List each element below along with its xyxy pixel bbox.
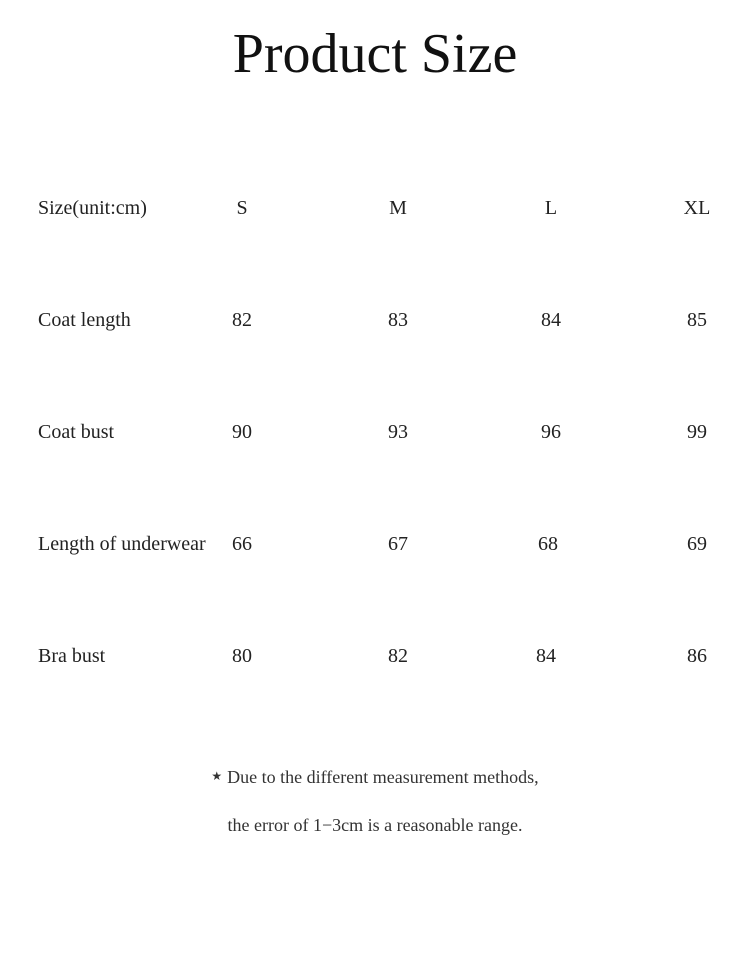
table-row: Length of underwear 66 67 68 69 bbox=[0, 529, 750, 559]
note-text-2: the error of 1−3cm is a reasonable range… bbox=[227, 815, 523, 835]
value-cell: 68 bbox=[538, 533, 558, 555]
row-label: Coat length bbox=[38, 309, 131, 331]
row-label: Bra bust bbox=[38, 645, 106, 667]
value-cell: 82 bbox=[388, 645, 408, 667]
value-cell: 85 bbox=[687, 309, 707, 331]
row-label: Length of underwear bbox=[38, 533, 206, 555]
measurement-note-line-2: the error of 1−3cm is a reasonable range… bbox=[0, 811, 750, 839]
value-cell: 69 bbox=[687, 533, 707, 555]
value-cell: 90 bbox=[232, 421, 252, 443]
size-xl: XL bbox=[683, 197, 711, 219]
value-cell: 67 bbox=[388, 533, 408, 555]
table-row: Coat length 82 83 84 85 bbox=[0, 305, 750, 335]
row-label: Coat bust bbox=[38, 421, 115, 443]
size-header-row: Size(unit:cm) S M L XL bbox=[0, 193, 750, 223]
value-cell: 66 bbox=[232, 533, 252, 555]
value-cell: 96 bbox=[541, 421, 561, 443]
star-icon: ★ bbox=[211, 769, 223, 783]
size-l: L bbox=[544, 197, 558, 219]
page-title: Product Size bbox=[232, 23, 518, 85]
header-label: Size(unit:cm) bbox=[38, 197, 147, 219]
note-text-1: Due to the different measurement methods… bbox=[227, 767, 539, 787]
value-cell: 93 bbox=[388, 421, 408, 443]
value-cell: 99 bbox=[687, 421, 707, 443]
table-row: Coat bust 90 93 96 99 bbox=[0, 417, 750, 447]
measurement-note-line-1: ★ Due to the different measurement method… bbox=[0, 762, 750, 791]
value-cell: 80 bbox=[232, 645, 252, 667]
value-cell: 86 bbox=[687, 645, 707, 667]
value-cell: 83 bbox=[388, 309, 408, 331]
value-cell: 82 bbox=[232, 309, 252, 331]
value-cell: 84 bbox=[536, 645, 556, 667]
value-cell: 84 bbox=[541, 309, 561, 331]
table-row: Bra bust 80 82 84 86 bbox=[0, 641, 750, 671]
size-s: S bbox=[236, 197, 248, 219]
size-m: M bbox=[389, 197, 407, 219]
